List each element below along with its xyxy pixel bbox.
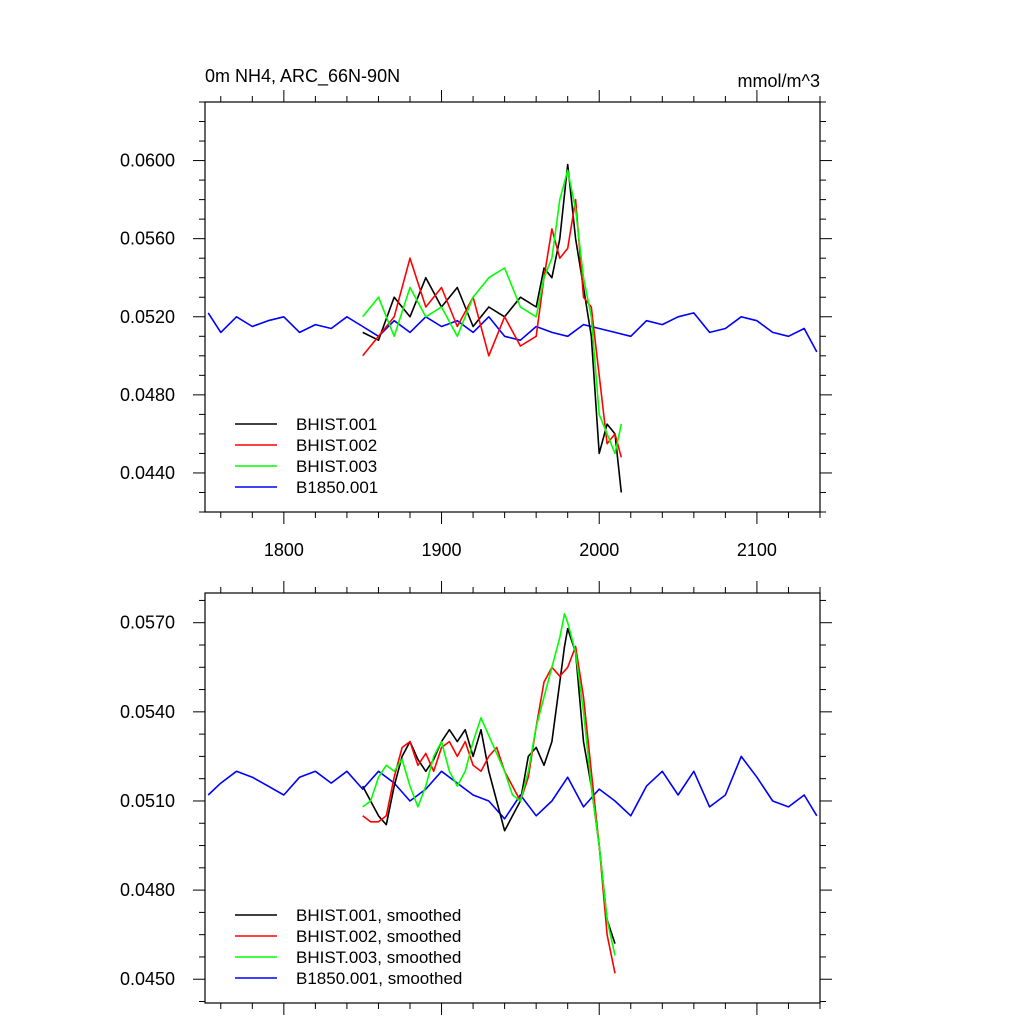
y-tick-label: 0.0450 (120, 969, 175, 989)
x-tick-label: 2000 (579, 540, 619, 560)
bottom-panel: 0.0450 0.0480 0.0510 0.0540 0.0570 BHIST.001,… (120, 581, 832, 1015)
y-tick-label: 0.0440 (120, 463, 175, 483)
y-tick-label: 0.0510 (120, 791, 175, 811)
x-tick-label: 2100 (737, 540, 777, 560)
plot-frame (204, 592, 821, 1004)
series-line-bhist-002-smoothed (362, 645, 616, 974)
series-line-bhist-001 (362, 163, 623, 493)
y-tick-label: 0.0480 (120, 880, 175, 900)
y-tick-label: 0.0600 (120, 151, 175, 171)
y-tick-label: 0.0540 (120, 702, 175, 722)
y-tick-label: 0.0520 (120, 307, 175, 327)
x-tick-label: 1800 (264, 540, 304, 560)
plot-frame (204, 101, 821, 513)
y-tick-label: 0.0560 (120, 229, 175, 249)
y-tick-label: 0.0480 (120, 385, 175, 405)
legend-label: B1850.001, smoothed (296, 969, 462, 988)
series-line-b1850-001 (207, 312, 818, 353)
chart-title: 0m NH4, ARC_66N-90N (205, 66, 400, 87)
legend-label: BHIST.001 (296, 415, 377, 434)
legend-label: BHIST.001, smoothed (296, 906, 461, 925)
units-label: mmol/m^3 (738, 71, 820, 91)
legend-label: BHIST.003 (296, 457, 377, 476)
series-line-bhist-001-smoothed (361, 627, 616, 944)
series-line-b1850-001-smoothed (207, 755, 818, 820)
legend-label: BHIST.002 (296, 436, 377, 455)
legend-label: B1850.001 (296, 478, 378, 497)
top-panel: 0m NH4, ARC_66N-90N mmol/m^3 1800 1900 200… (120, 66, 832, 560)
series-line-bhist-003-smoothed (362, 612, 616, 956)
legend-label: BHIST.003, smoothed (296, 948, 461, 967)
x-tick-label: 1900 (422, 540, 462, 560)
series-line-bhist-002 (362, 198, 623, 458)
series-line-bhist-003 (362, 169, 623, 455)
y-tick-label: 0.0570 (120, 613, 175, 633)
legend-label: BHIST.002, smoothed (296, 927, 461, 946)
